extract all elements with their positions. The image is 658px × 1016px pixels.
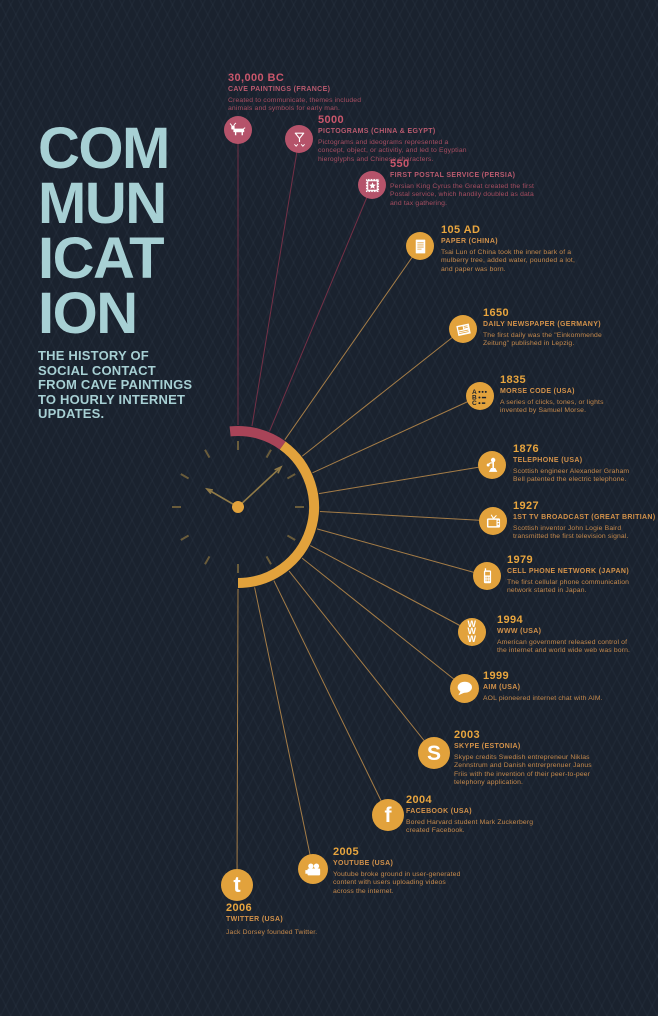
- timeline-entry-cell-phone-network: 1979 CELL PHONE NETWORK (JAPAN) The firs…: [507, 554, 637, 596]
- entry-year: 1979: [507, 554, 534, 566]
- entry-year: 1927: [513, 500, 540, 512]
- svg-text:C: C: [472, 400, 477, 406]
- entry-title: 1ST TV BROADCAST (GREAT BRITIAN): [513, 514, 656, 521]
- title-line: ICAT: [38, 226, 165, 291]
- speech-bubble-icon: [450, 674, 479, 703]
- timeline-entry-aim: 1999 AIM (USA) AOL pioneered internet ch…: [483, 670, 633, 703]
- entry-year: 550: [390, 158, 410, 170]
- entry-description: Youtube broke ground in user-generated c…: [333, 871, 461, 895]
- morse-code-icon: A B C: [466, 382, 494, 410]
- title-line: MUN: [38, 171, 167, 236]
- timeline-entry-paper: 105 AD PAPER (CHINA) Tsai Lun of China t…: [441, 224, 587, 274]
- tv-icon: [479, 507, 507, 535]
- entry-year: 1835: [500, 374, 527, 386]
- skype-icon: S: [418, 737, 450, 769]
- entry-description: Persian King Cyrus the Great created the…: [390, 183, 535, 207]
- poster-title: COM MUN ICAT ION: [38, 116, 170, 346]
- entry-description: Tsai Lun of China took the inner bark of…: [441, 249, 576, 273]
- entry-description: Bored Harvard student Mark Zuckerberg cr…: [406, 819, 534, 835]
- timeline-entry-tv-broadcast: 1927 1ST TV BROADCAST (GREAT BRITIAN) Sc…: [513, 500, 656, 542]
- entry-year: 2004: [406, 794, 433, 806]
- clock-center-dot: [232, 501, 244, 513]
- entry-year: 2005: [333, 846, 360, 858]
- cell-phone-icon: [473, 562, 501, 590]
- entry-title: WWW (USA): [497, 628, 542, 635]
- entry-title: MORSE CODE (USA): [500, 388, 575, 395]
- clock-minute-hand: [237, 465, 283, 508]
- www-icon: W W W: [458, 618, 486, 646]
- entry-description: American government released control of …: [497, 639, 631, 655]
- entry-title: CELL PHONE NETWORK (JAPAN): [507, 568, 630, 575]
- twitter-icon: t: [221, 869, 253, 901]
- timeline-entry-facebook: 2004 FACEBOOK (USA) Bored Harvard studen…: [406, 794, 540, 836]
- youtube-icon: [298, 854, 328, 884]
- goat-icon: [224, 116, 252, 144]
- timeline-entry-skype: 2003 SKYPE (ESTONIA) Skype credits Swedi…: [454, 729, 594, 788]
- entry-year: 105 AD: [441, 224, 481, 236]
- svg-text:B: B: [472, 394, 477, 401]
- entry-year: 1999: [483, 670, 510, 682]
- svg-text:A: A: [472, 388, 477, 395]
- newspaper-icon: [449, 315, 477, 343]
- title-line: COM: [38, 116, 170, 181]
- entry-year: 1650: [483, 307, 510, 319]
- entry-description: The first cellular phone communication n…: [507, 579, 630, 595]
- telephone-icon: [478, 451, 506, 479]
- entry-description: The first daily was the "Einkommende Zei…: [483, 332, 602, 348]
- entry-description: Scottish inventor John Logie Baird trans…: [513, 525, 629, 541]
- timeline-entry-telephone: 1876 TELEPHONE (USA) Scottish engineer A…: [513, 443, 641, 485]
- timeline-entry-daily-newspaper: 1650 DAILY NEWSPAPER (GERMANY) The first…: [483, 307, 615, 349]
- entry-title: SKYPE (ESTONIA): [454, 743, 521, 750]
- entry-year: 2003: [454, 729, 481, 741]
- clock-arc-orange-segment: [237, 441, 320, 588]
- timeline-entry-cave-paintings: 30,000 BC CAVE PAINTINGS (FRANCE) Create…: [228, 72, 374, 114]
- clock-tick-marks: [172, 441, 304, 573]
- title-line: ION: [38, 281, 138, 346]
- pictogram-icon: [285, 125, 313, 153]
- entry-title: YOUTUBE (USA): [333, 860, 394, 867]
- entry-title: PICTOGRAMS (CHINA & EGYPT): [318, 128, 436, 135]
- entry-description: Jack Dorsey founded Twitter.: [226, 929, 318, 936]
- timeline-entry-morse-code: 1835 MORSE CODE (USA) A series of clicks…: [500, 374, 624, 416]
- entry-title: DAILY NEWSPAPER (GERMANY): [483, 321, 601, 328]
- entry-title: CAVE PAINTINGS (FRANCE): [228, 86, 331, 93]
- entry-description: Skype credits Swedish entrepreneur Nikla…: [454, 754, 592, 787]
- paper-icon: [406, 232, 434, 260]
- entry-year: 1876: [513, 443, 540, 455]
- entry-title: PAPER (CHINA): [441, 238, 498, 245]
- poster-subtitle: THE HISTORY OF SOCIAL CONTACT FROM CAVE …: [38, 348, 193, 422]
- timeline-entry-pictograms: 5000 PICTOGRAMS (CHINA & EGYPT) Pictogra…: [318, 114, 470, 164]
- timeline-entry-youtube: 2005 YOUTUBE (USA) Youtube broke ground …: [333, 846, 467, 896]
- timeline-connector-lines-pink: [237, 130, 373, 432]
- clock-arc-pink-segment: [229, 425, 286, 450]
- entry-description: Pictograms and ideograms represented a c…: [318, 139, 467, 163]
- timeline-entry-www: 1994 WWW (USA) American government relea…: [497, 614, 635, 656]
- entry-description: Scottish engineer Alexander Graham Bell …: [513, 468, 630, 484]
- entry-title: TWITTER (USA): [226, 916, 284, 923]
- entry-title: FIRST POSTAL SERVICE (PERSIA): [390, 172, 516, 179]
- entry-year: 1994: [497, 614, 524, 626]
- entry-title: FACEBOOK (USA): [406, 808, 472, 815]
- entry-title: AIM (USA): [483, 684, 521, 691]
- facebook-icon: f: [372, 799, 404, 831]
- stamp-icon: [358, 171, 386, 199]
- entry-description: AOL pioneered internet chat with AIM.: [483, 695, 603, 702]
- entry-title: TELEPHONE (USA): [513, 457, 583, 464]
- entry-year: 30,000 BC: [228, 72, 285, 84]
- entry-description: Created to communicate, themes included …: [228, 97, 362, 113]
- timeline-connector-lines-orange: [236, 245, 494, 886]
- timeline-entry-twitter: 2006 TWITTER (USA) Jack Dorsey founded T…: [226, 902, 396, 937]
- entry-year: 5000: [318, 114, 345, 126]
- timeline-entry-postal-service: 550 FIRST POSTAL SERVICE (PERSIA) Persia…: [390, 158, 542, 208]
- entry-year: 2006: [226, 902, 253, 914]
- entry-description: A series of clicks, tones, or lights inv…: [500, 399, 604, 415]
